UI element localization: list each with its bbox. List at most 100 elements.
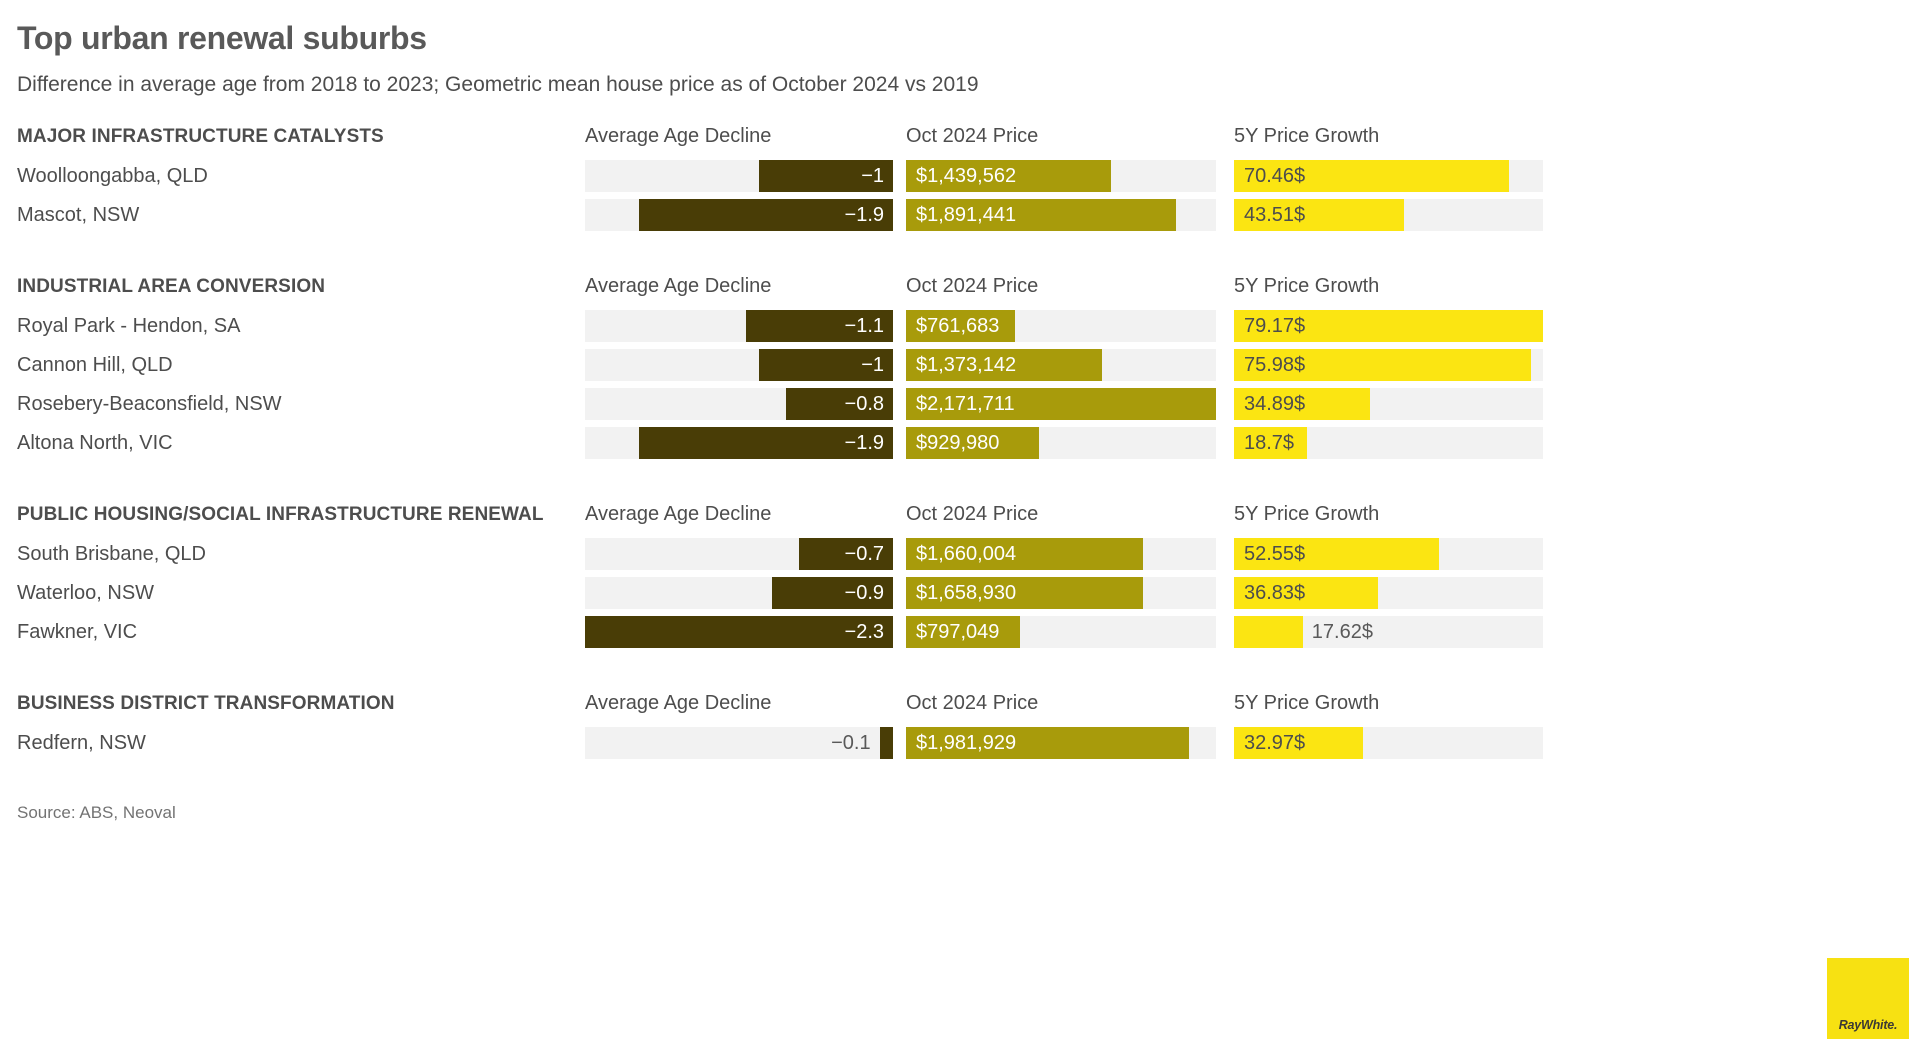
chart-section: MAJOR INFRASTRUCTURE CATALYSTS Average Ag… — [17, 125, 1928, 231]
column-header-growth: 5Y Price Growth — [1234, 692, 1380, 714]
table-row: Royal Park - Hendon, SA −1.1 $761,683 79.17… — [17, 310, 1928, 342]
price-bar: $1,373,142 — [906, 349, 1102, 381]
price-value: $929,980 — [916, 431, 1000, 454]
age-track: −0.7 — [585, 538, 893, 570]
table-row: Mascot, NSW −1.9 $1,891,441 43.51$ — [17, 199, 1928, 231]
age-cell: −1.1 — [585, 310, 906, 342]
growth-value: 79.17$ — [1244, 314, 1306, 337]
price-value: $1,891,441 — [916, 203, 1017, 226]
column-header-price: Oct 2024 Price — [906, 692, 1039, 714]
page: Top urban renewal suburbs Difference in … — [17, 20, 1928, 759]
price-value: $1,439,562 — [916, 164, 1017, 187]
growth-value: 18.7$ — [1244, 431, 1295, 454]
price-bar: $761,683 — [906, 310, 1015, 342]
suburb-label: Fawkner, VIC — [17, 620, 138, 643]
renewal-suburbs-chart: MAJOR INFRASTRUCTURE CATALYSTS Average Ag… — [17, 125, 1928, 759]
price-bar: $1,891,441 — [906, 199, 1176, 231]
section-label: PUBLIC HOUSING/SOCIAL INFRASTRUCTURE REN… — [17, 503, 544, 525]
suburb-label: Waterloo, NSW — [17, 581, 155, 604]
age-cell: −1 — [585, 349, 906, 381]
price-bar: $1,981,929 — [906, 727, 1189, 759]
column-header-growth: 5Y Price Growth — [1234, 125, 1380, 147]
growth-bar: 70.46$ — [1234, 160, 1509, 192]
growth-value: 36.83$ — [1244, 581, 1306, 604]
age-value: −1.9 — [844, 431, 884, 454]
age-cell: −2.3 — [585, 616, 906, 648]
price-bar: $1,658,930 — [906, 577, 1143, 609]
growth-track: 36.83$ — [1234, 577, 1543, 609]
age-bar: −1 — [759, 349, 893, 381]
price-bar: $2,171,711 — [906, 388, 1216, 420]
price-cell: $761,683 — [906, 310, 1234, 342]
age-value: −0.8 — [844, 392, 884, 415]
raywhite-logo: RayWhite. — [1827, 958, 1909, 1039]
age-track: −0.8 — [585, 388, 893, 420]
section-label: BUSINESS DISTRICT TRANSFORMATION — [17, 692, 395, 714]
age-value: −2.3 — [844, 620, 884, 643]
page-subtitle: Difference in average age from 2018 to 2… — [17, 73, 979, 96]
growth-cell: 34.89$ — [1234, 388, 1543, 420]
price-value: $2,171,711 — [916, 392, 1015, 415]
growth-track: 43.51$ — [1234, 199, 1543, 231]
growth-value: 32.97$ — [1244, 731, 1306, 754]
age-cell: −1.9 — [585, 427, 906, 459]
price-value: $1,981,929 — [916, 731, 1017, 754]
age-track: −1.9 — [585, 427, 893, 459]
price-track: $1,981,929 — [906, 727, 1216, 759]
growth-value: 75.98$ — [1244, 353, 1306, 376]
growth-cell: 43.51$ — [1234, 199, 1543, 231]
price-bar: $1,439,562 — [906, 160, 1112, 192]
suburb-label: Rosebery-Beaconsfield, NSW — [17, 392, 282, 415]
growth-track: 18.7$ — [1234, 427, 1543, 459]
age-track: −2.3 — [585, 616, 893, 648]
section-label: INDUSTRIAL AREA CONVERSION — [17, 275, 326, 297]
chart-section: PUBLIC HOUSING/SOCIAL INFRASTRUCTURE REN… — [17, 503, 1928, 648]
price-track: $1,373,142 — [906, 349, 1216, 381]
growth-cell: 17.62$ — [1234, 616, 1543, 648]
growth-value: 43.51$ — [1244, 203, 1306, 226]
age-bar: −0.7 — [799, 538, 893, 570]
age-bar: −1.1 — [745, 310, 893, 342]
column-header-price: Oct 2024 Price — [906, 503, 1039, 525]
section-header-row: PUBLIC HOUSING/SOCIAL INFRASTRUCTURE REN… — [17, 503, 1928, 526]
age-bar: −0.8 — [785, 388, 893, 420]
section-header-row: INDUSTRIAL AREA CONVERSION Average Age De… — [17, 275, 1928, 298]
price-bar: $929,980 — [906, 427, 1039, 459]
suburb-label: Woolloongabba, QLD — [17, 164, 208, 187]
growth-cell: 36.83$ — [1234, 577, 1543, 609]
section-header-row: BUSINESS DISTRICT TRANSFORMATION Average … — [17, 692, 1928, 715]
column-header-growth: 5Y Price Growth — [1234, 275, 1380, 297]
price-bar: $797,049 — [906, 616, 1020, 648]
age-value: −0.9 — [844, 581, 884, 604]
price-cell: $2,171,711 — [906, 388, 1234, 420]
price-track: $2,171,711 — [906, 388, 1216, 420]
price-track: $1,660,004 — [906, 538, 1216, 570]
price-cell: $1,439,562 — [906, 160, 1234, 192]
column-header-price: Oct 2024 Price — [906, 125, 1039, 147]
age-value: −1 — [861, 164, 884, 187]
age-bar: −2.3 — [585, 616, 893, 648]
age-value: −1.1 — [844, 314, 884, 337]
price-track: $1,658,930 — [906, 577, 1216, 609]
growth-cell: 32.97$ — [1234, 727, 1543, 759]
growth-cell: 70.46$ — [1234, 160, 1543, 192]
age-bar: −0.9 — [772, 577, 893, 609]
price-track: $1,439,562 — [906, 160, 1216, 192]
price-track: $797,049 — [906, 616, 1216, 648]
age-value: −0.7 — [844, 542, 884, 565]
suburb-label: Redfern, NSW — [17, 731, 146, 754]
column-header-age: Average Age Decline — [585, 692, 772, 714]
growth-value: 17.62$ — [1311, 620, 1373, 643]
age-track: −1 — [585, 349, 893, 381]
age-track: −0.9 — [585, 577, 893, 609]
price-cell: $797,049 — [906, 616, 1234, 648]
age-track: −1 — [585, 160, 893, 192]
price-cell: $929,980 — [906, 427, 1234, 459]
price-bar: $1,660,004 — [906, 538, 1143, 570]
table-row: Redfern, NSW −0.1 $1,981,929 32.97$ — [17, 727, 1928, 759]
price-value: $797,049 — [916, 620, 1000, 643]
age-bar: −1.9 — [638, 427, 893, 459]
table-row: South Brisbane, QLD −0.7 $1,660,004 52.55$ — [17, 538, 1928, 570]
age-bar: −1 — [759, 160, 893, 192]
age-value: −1 — [861, 353, 884, 376]
